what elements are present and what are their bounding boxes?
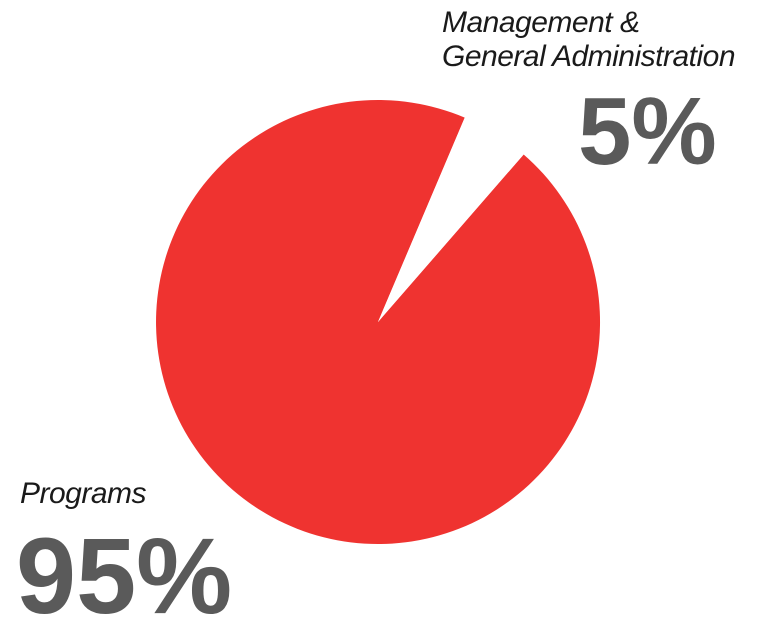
slice-value-management: 5%	[578, 78, 717, 185]
slice-value-programs: 95%	[16, 515, 233, 636]
pie-slice-management	[378, 117, 524, 323]
slice-label-programs: Programs	[20, 477, 147, 510]
slice-label-management-line-2: General Administration	[442, 40, 736, 73]
pie-chart	[156, 100, 601, 545]
slice-label-management: Management & General Administration	[442, 6, 736, 74]
slice-label-management-line-1: Management &	[442, 6, 640, 39]
pie-slice-programs	[156, 100, 601, 545]
